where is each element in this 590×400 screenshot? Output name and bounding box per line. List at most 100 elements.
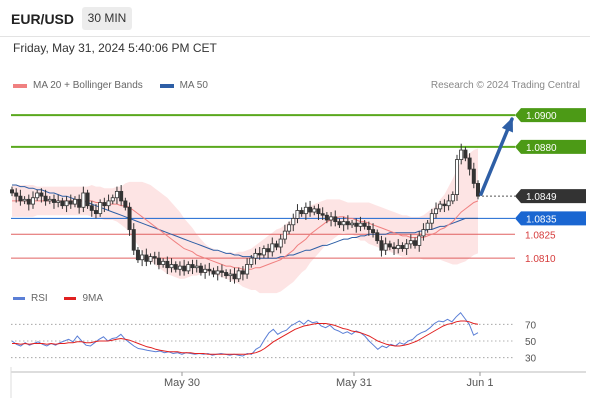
candle-body (459, 149, 464, 160)
candle-body (413, 240, 418, 246)
candle-body (148, 256, 153, 262)
candle-body (198, 265, 203, 273)
candle-body (312, 208, 317, 213)
candle-body (93, 210, 98, 215)
candle-body (442, 203, 447, 207)
candle-body (299, 210, 304, 215)
candle-body (467, 157, 472, 170)
candle-body (26, 198, 31, 205)
candle-body (224, 272, 229, 277)
candle-body (123, 200, 128, 208)
candle-body (173, 264, 178, 270)
symbol-label: EUR/USD (11, 11, 75, 27)
candle-body (261, 248, 266, 256)
forecast-arrow-head (501, 117, 513, 133)
rsi-swatch (13, 297, 25, 300)
rsi-legend: RSI 9MA (13, 293, 103, 304)
candle-body (450, 194, 455, 202)
rsi-tick-label: 30 (525, 354, 537, 365)
candle-body (358, 222, 363, 227)
candle-body (257, 252, 262, 256)
ma50-legend-label: MA 50 (179, 80, 208, 91)
candle-body (333, 216, 338, 222)
candle-body (274, 243, 279, 248)
candle-body (169, 264, 174, 269)
candle-body (215, 270, 220, 275)
candle-body (455, 159, 460, 195)
candle-body (144, 254, 149, 262)
candle-body (371, 229, 376, 234)
x-tick-label: May 31 (336, 377, 372, 389)
candle-body (400, 245, 405, 250)
candle-body (421, 229, 426, 237)
candle-body (102, 202, 107, 207)
candle-body (383, 243, 388, 251)
level-tag-text-1.0900: 1.0900 (526, 111, 557, 122)
candle-body (18, 195, 23, 202)
candle-body (51, 198, 56, 203)
candle-body (165, 260, 170, 269)
x-tick-label: Jun 1 (467, 377, 494, 389)
candle-body (438, 203, 443, 210)
candles-group (9, 143, 480, 284)
level-label-1.0825: 1.0825 (525, 230, 556, 241)
level-tag-1.0849 (515, 189, 586, 204)
candle-body (81, 192, 86, 208)
candle-body (207, 268, 212, 272)
candle-body (308, 206, 313, 213)
rsi-ma-legend-label: 9MA (82, 293, 104, 304)
credit-label: Research © 2024 Trading Central (430, 80, 580, 91)
candle-body (446, 200, 451, 207)
candle-body (417, 235, 422, 246)
candle-body (177, 265, 182, 270)
candle-body (270, 243, 275, 253)
candle-body (329, 216, 334, 221)
candle-body (182, 265, 187, 272)
candle-body (266, 248, 271, 253)
candle-body (287, 224, 292, 232)
level-tag-1.0880 (515, 139, 586, 154)
candle-body (354, 222, 359, 227)
rsi-tick-label: 70 (525, 320, 537, 331)
candle-body (152, 256, 157, 259)
candle-body (77, 198, 82, 208)
candle-body (320, 213, 325, 216)
candle-body (337, 221, 342, 226)
candle-body (68, 200, 73, 205)
candle-body (379, 240, 384, 251)
candle-body (404, 243, 409, 250)
level-tag-text-1.0880: 1.0880 (526, 143, 557, 154)
candle-body (392, 246, 397, 250)
candle-body (9, 189, 14, 194)
candle-body (345, 221, 350, 226)
candle-body (110, 197, 115, 202)
candle-body (278, 238, 283, 248)
candle-body (291, 218, 296, 226)
timeframe-button[interactable]: 30 MIN (82, 7, 132, 30)
candle-body (429, 213, 434, 224)
candle-body (249, 257, 254, 265)
candle-body (98, 202, 103, 215)
candle-body (434, 208, 439, 215)
bollinger-band (12, 148, 478, 294)
candle-body (127, 206, 132, 230)
candle-body (366, 225, 371, 230)
candle-body (135, 249, 140, 261)
candle-body (85, 192, 90, 207)
candle-body (14, 192, 19, 197)
candle-body (245, 264, 250, 275)
candle-body (56, 200, 61, 203)
candle-body (114, 190, 119, 199)
forecast-arrow-line (479, 117, 514, 196)
candle-body (211, 270, 216, 275)
candle-body (72, 198, 77, 205)
candle-body (203, 268, 208, 273)
candle-body (64, 200, 69, 207)
rsi-legend-label: RSI (31, 293, 48, 304)
candle-body (106, 200, 111, 207)
candle-body (30, 197, 35, 205)
ma20-swatch (13, 83, 27, 88)
candle-body (236, 270, 241, 280)
candle-body (463, 149, 468, 159)
